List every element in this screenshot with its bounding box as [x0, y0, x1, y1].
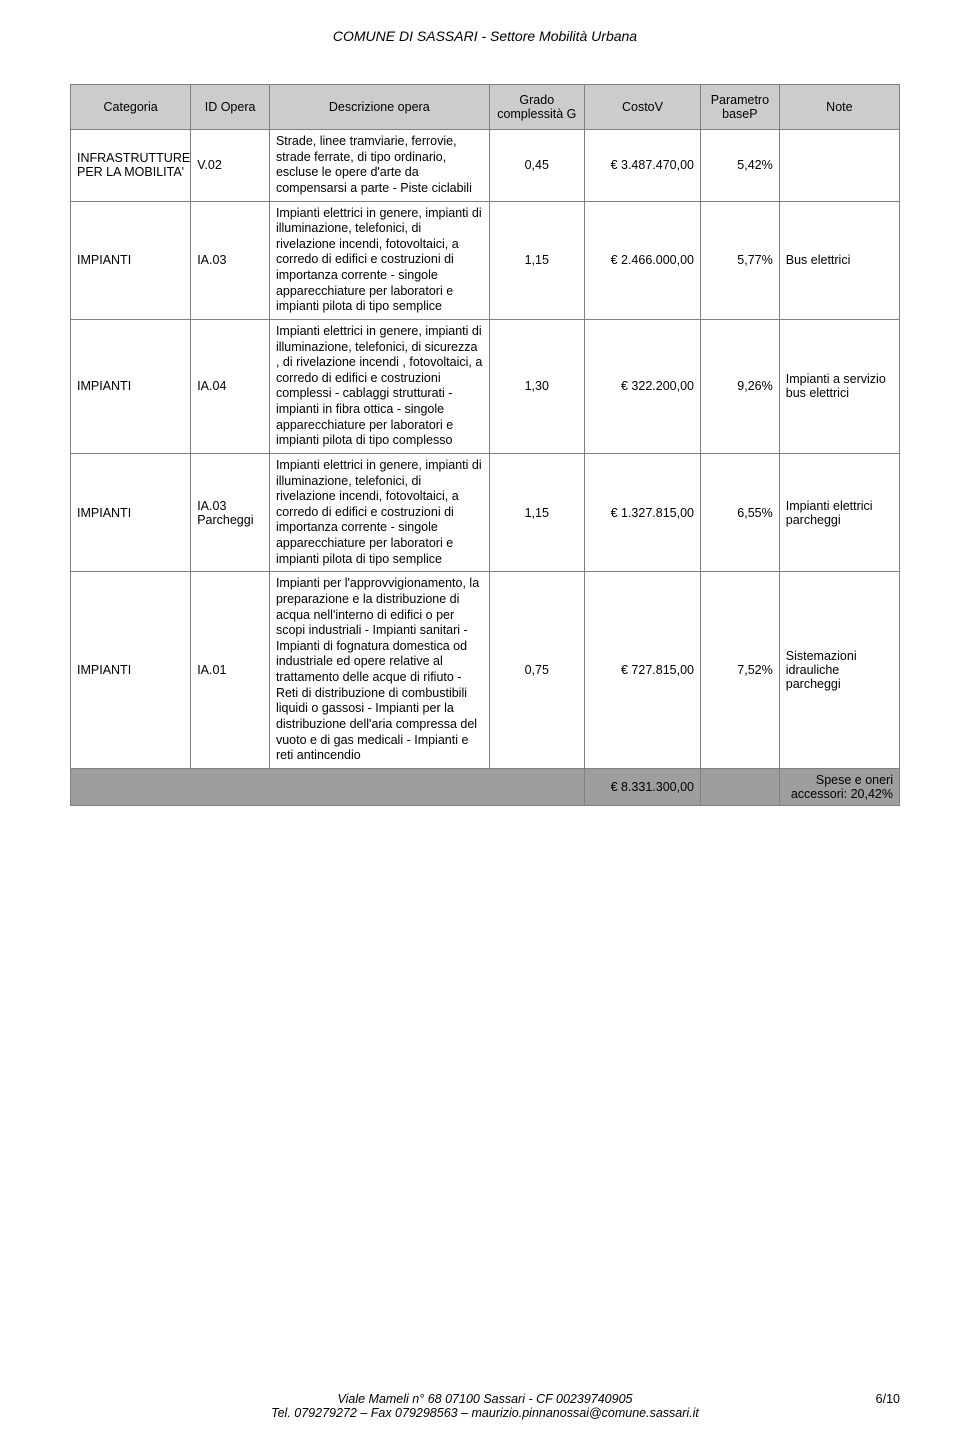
- cell-g: 1,15: [489, 453, 584, 571]
- page: COMUNE DI SASSARI - Settore Mobilità Urb…: [0, 0, 960, 1442]
- total-blank: [71, 768, 191, 805]
- cell-costo: € 3.487.470,00: [584, 130, 700, 202]
- cell-categoria: IMPIANTI: [71, 201, 191, 319]
- cell-id: V.02: [191, 130, 270, 202]
- cell-basep: 7,52%: [701, 572, 780, 769]
- cell-id: IA.03 Parcheggi: [191, 453, 270, 571]
- table-head: Categoria ID Opera Descrizione opera Gra…: [71, 85, 900, 130]
- cell-id: IA.04: [191, 319, 270, 453]
- col-note: Note: [779, 85, 899, 130]
- total-blank: [191, 768, 270, 805]
- cell-desc: Strade, linee tramviarie, ferrovie, stra…: [269, 130, 489, 202]
- cell-basep: 6,55%: [701, 453, 780, 571]
- cell-g: 1,30: [489, 319, 584, 453]
- cell-basep: 5,77%: [701, 201, 780, 319]
- cell-desc: Impianti elettrici in genere, impianti d…: [269, 201, 489, 319]
- data-table: Categoria ID Opera Descrizione opera Gra…: [70, 84, 900, 806]
- page-header: COMUNE DI SASSARI - Settore Mobilità Urb…: [70, 28, 900, 44]
- col-grado: Grado complessità G: [489, 85, 584, 130]
- cell-note: Bus elettrici: [779, 201, 899, 319]
- col-idopera: ID Opera: [191, 85, 270, 130]
- col-categoria: Categoria: [71, 85, 191, 130]
- cell-g: 1,15: [489, 201, 584, 319]
- cell-basep: 9,26%: [701, 319, 780, 453]
- table-row: IMPIANTI IA.03 Parcheggi Impianti elettr…: [71, 453, 900, 571]
- col-costov: CostoV: [584, 85, 700, 130]
- cell-categoria: IMPIANTI: [71, 319, 191, 453]
- col-descrizione: Descrizione opera: [269, 85, 489, 130]
- cell-categoria: INFRASTRUTTURE PER LA MOBILITA': [71, 130, 191, 202]
- cell-categoria: IMPIANTI: [71, 453, 191, 571]
- table-row: IMPIANTI IA.03 Impianti elettrici in gen…: [71, 201, 900, 319]
- col-basep: Parametro baseP: [701, 85, 780, 130]
- cell-costo: € 727.815,00: [584, 572, 700, 769]
- table-row: IMPIANTI IA.01 Impianti per l'approvvigi…: [71, 572, 900, 769]
- cell-categoria: IMPIANTI: [71, 572, 191, 769]
- cell-desc: Impianti elettrici in genere, impianti d…: [269, 453, 489, 571]
- table-row: INFRASTRUTTURE PER LA MOBILITA' V.02 Str…: [71, 130, 900, 202]
- cell-note: [779, 130, 899, 202]
- page-number: 6/10: [876, 1392, 900, 1406]
- cell-basep: 5,42%: [701, 130, 780, 202]
- table-row: IMPIANTI IA.04 Impianti elettrici in gen…: [71, 319, 900, 453]
- total-blank: [701, 768, 780, 805]
- total-blank: [269, 768, 489, 805]
- cell-id: IA.01: [191, 572, 270, 769]
- cell-costo: € 1.327.815,00: [584, 453, 700, 571]
- total-blank: [489, 768, 584, 805]
- cell-note: Impianti a servizio bus elettrici: [779, 319, 899, 453]
- total-costo: € 8.331.300,00: [584, 768, 700, 805]
- cell-note: Impianti elettrici parcheggi: [779, 453, 899, 571]
- page-footer: Viale Mameli n° 68 07100 Sassari - CF 00…: [70, 1392, 900, 1420]
- cell-desc: Impianti elettrici in genere, impianti d…: [269, 319, 489, 453]
- table-total-row: € 8.331.300,00 Spese e oneri accessori: …: [71, 768, 900, 805]
- cell-desc: Impianti per l'approvvigionamento, la pr…: [269, 572, 489, 769]
- cell-note: Sistemazioni idrauliche parcheggi: [779, 572, 899, 769]
- cell-g: 0,75: [489, 572, 584, 769]
- cell-id: IA.03: [191, 201, 270, 319]
- cell-costo: € 322.200,00: [584, 319, 700, 453]
- cell-g: 0,45: [489, 130, 584, 202]
- total-note: Spese e oneri accessori: 20,42%: [779, 768, 899, 805]
- footer-line-1: Viale Mameli n° 68 07100 Sassari - CF 00…: [70, 1392, 900, 1406]
- footer-line-2: Tel. 079279272 – Fax 079298563 – maurizi…: [70, 1406, 900, 1420]
- cell-costo: € 2.466.000,00: [584, 201, 700, 319]
